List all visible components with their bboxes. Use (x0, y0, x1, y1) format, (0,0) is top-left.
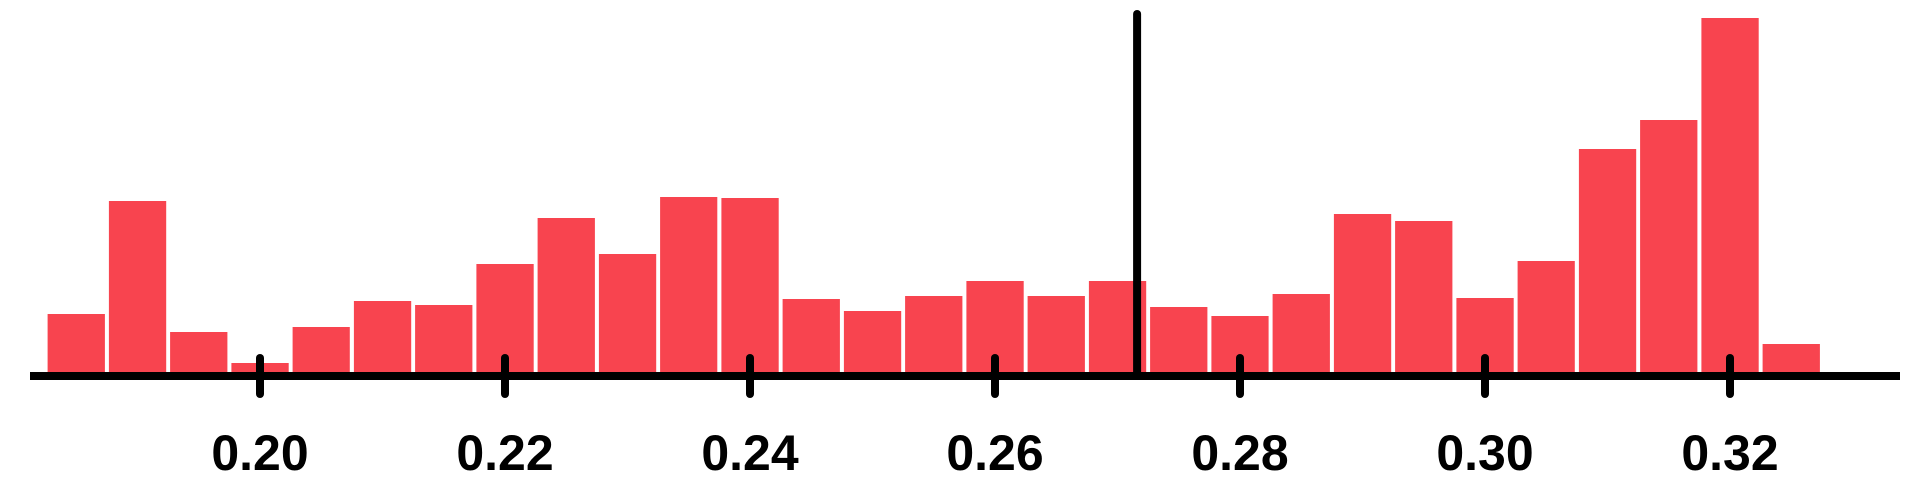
histogram-bar (721, 198, 779, 376)
histogram-bar (47, 314, 105, 376)
x-tick-label: 0.24 (701, 425, 799, 480)
histogram-bar (1333, 214, 1392, 376)
x-tick-label: 0.22 (456, 425, 553, 480)
histogram-bar (843, 311, 902, 376)
histogram-bar (353, 301, 412, 376)
histogram-bar (1578, 149, 1637, 376)
histogram-bar (1027, 296, 1085, 376)
histogram-bar (292, 327, 350, 376)
histogram-bar (1395, 221, 1453, 376)
histogram-bar (905, 296, 963, 376)
histogram-bar (1701, 18, 1759, 376)
histogram-bar (1272, 294, 1330, 376)
histogram-bar (1517, 261, 1575, 376)
x-axis-ticks (256, 354, 1734, 398)
x-tick-label: 0.32 (1681, 425, 1778, 480)
histogram-bar (415, 305, 473, 376)
x-tick-label: 0.28 (1191, 425, 1288, 480)
histogram-bar (660, 197, 718, 376)
histogram-bar (598, 254, 657, 376)
histogram-bars (47, 18, 1820, 376)
histogram-bar (1150, 307, 1208, 376)
histogram-bar (1762, 344, 1820, 376)
histogram-bar (108, 201, 167, 376)
x-axis-tick-labels: 0.20 0.22 0.24 0.26 0.28 0.30 0.32 (211, 425, 1778, 480)
histogram-bar (537, 218, 595, 376)
histogram-bar (170, 332, 228, 376)
x-tick-label: 0.20 (211, 425, 308, 480)
histogram-bar (1640, 120, 1698, 376)
x-tick-label: 0.30 (1436, 425, 1533, 480)
histogram-bar (782, 299, 840, 376)
x-tick-label: 0.26 (946, 425, 1043, 480)
